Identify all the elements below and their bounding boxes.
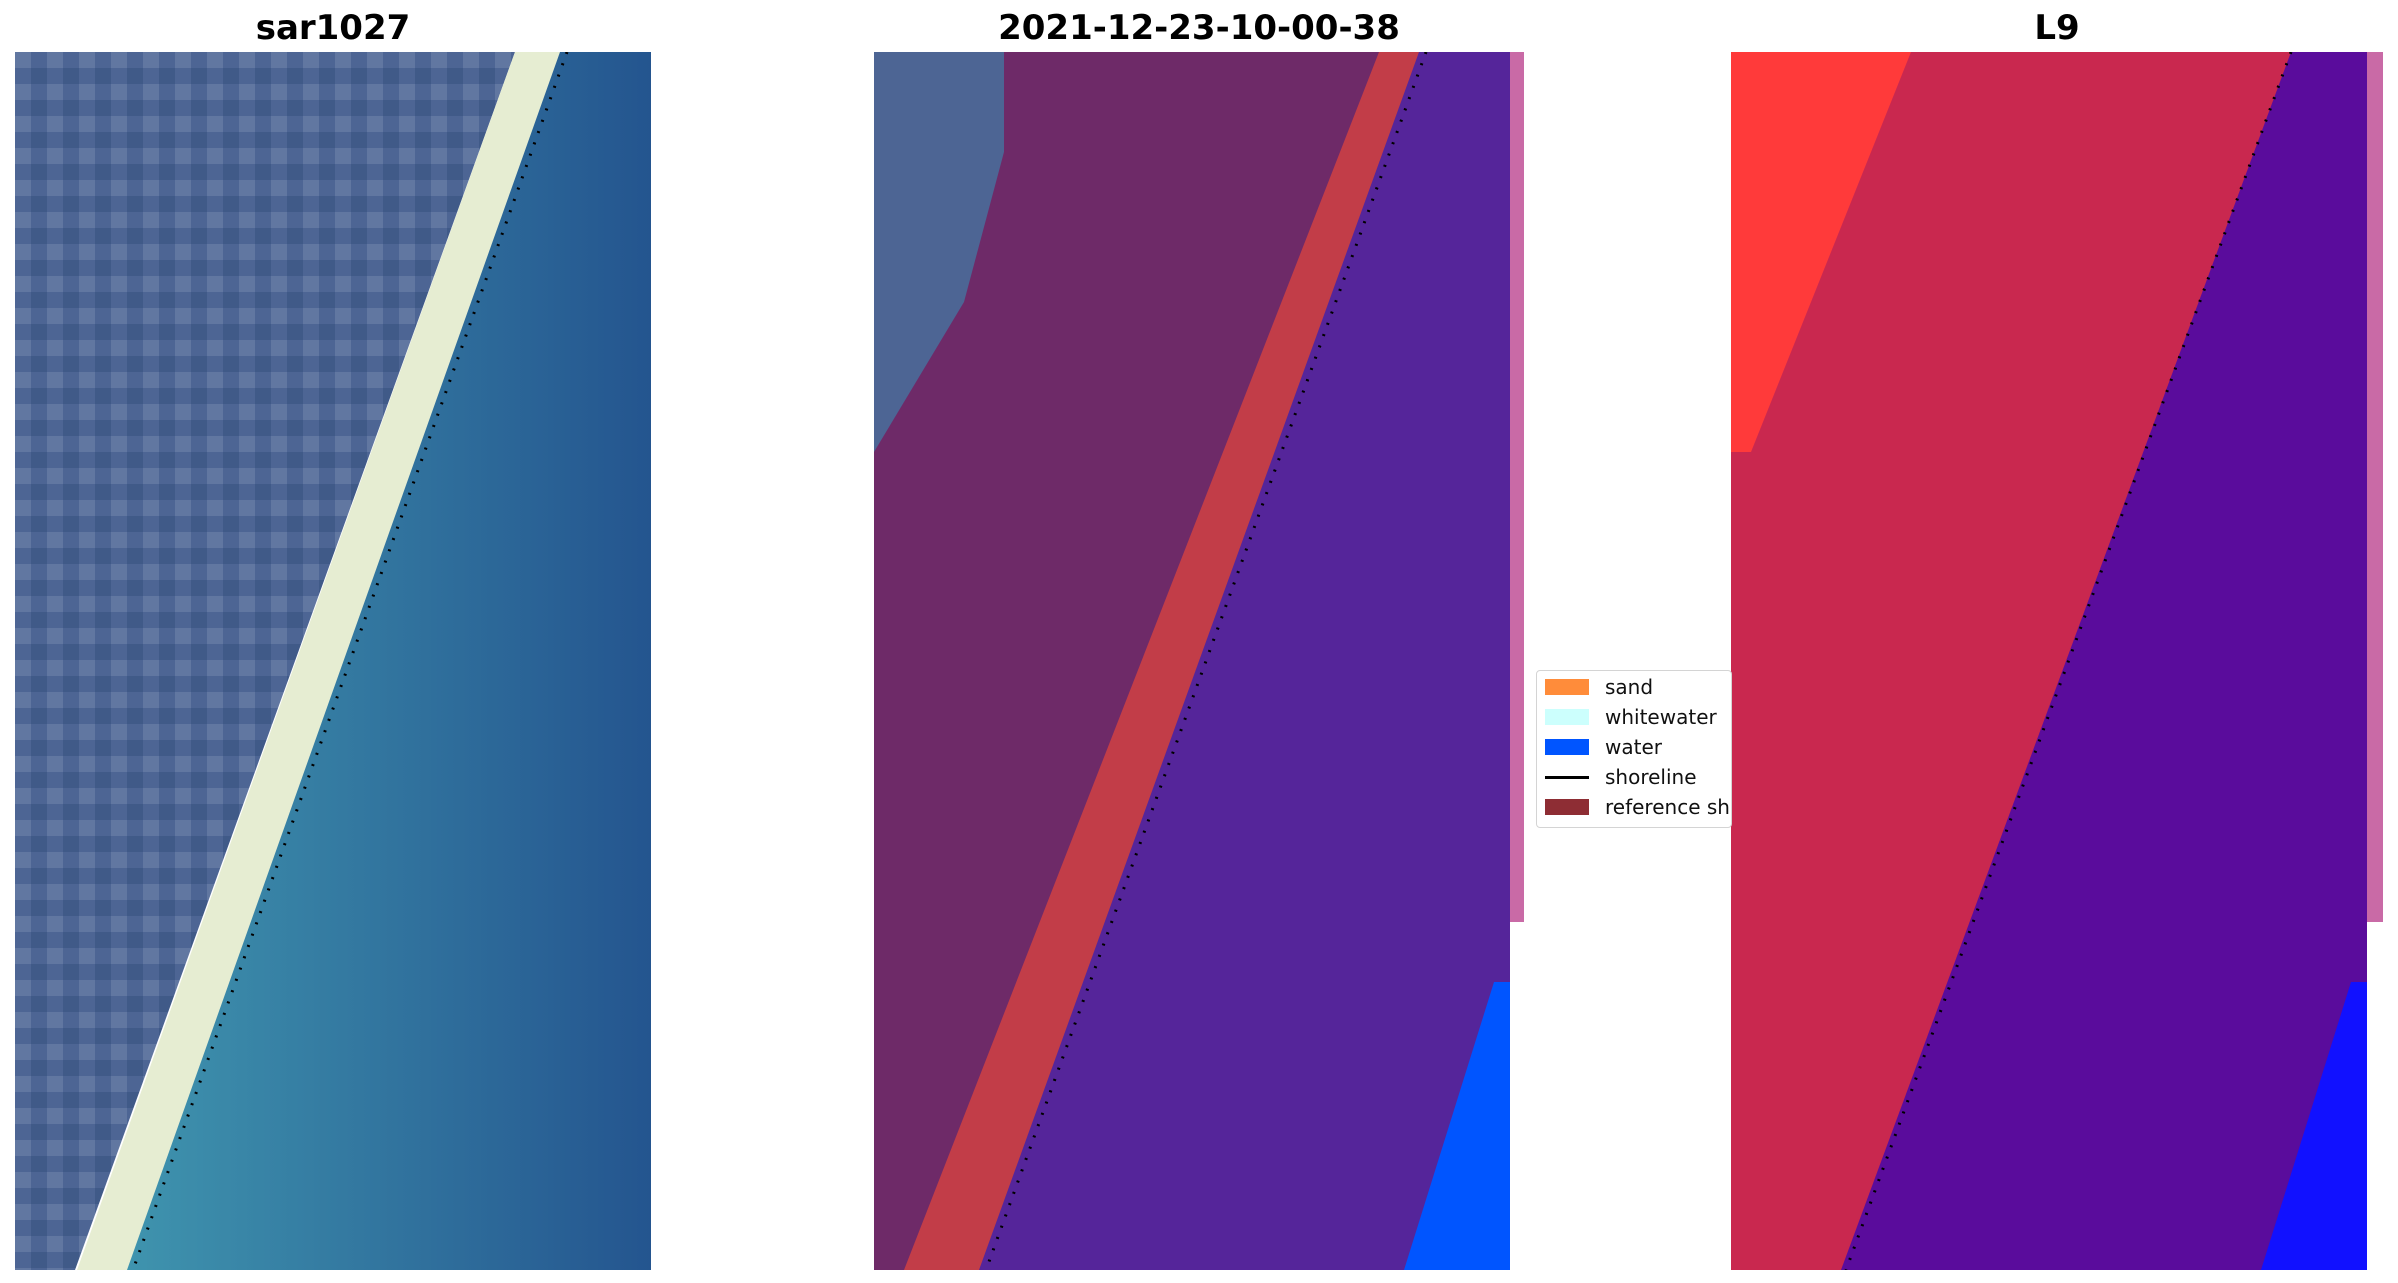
classified-image-panel	[874, 52, 1524, 1270]
legend-label: reference sh	[1605, 795, 1730, 819]
whitewater-swatch	[1545, 709, 1589, 725]
edge-strip	[1510, 52, 1524, 922]
sand-swatch	[1545, 679, 1589, 695]
water-index-blue	[2261, 982, 2367, 1270]
panel-title-classified: 2021-12-23-10-00-38	[998, 8, 1400, 48]
index-image	[1731, 52, 2383, 1270]
legend-item-shoreline: shoreline	[1537, 763, 1697, 791]
water-swatch	[1545, 739, 1589, 755]
legend-item-sand: sand	[1537, 673, 1653, 701]
water-index	[1841, 52, 2367, 1270]
legend-label: water	[1605, 735, 1662, 759]
legend-item-water: water	[1537, 733, 1662, 761]
classified-image	[874, 52, 1524, 1270]
bright-land-index	[1731, 52, 1911, 452]
legend: sand whitewater water shoreline referenc…	[1536, 670, 1732, 828]
reference-shoreline-swatch	[1545, 799, 1589, 815]
shoreline-line-icon	[1545, 775, 1589, 779]
water-class	[979, 52, 1510, 1270]
edge-strip	[2367, 52, 2383, 922]
water-blue	[1404, 982, 1510, 1270]
panel-title-index: L9	[2034, 8, 2080, 48]
legend-item-whitewater: whitewater	[1537, 703, 1717, 731]
rgb-image-panel	[15, 52, 651, 1270]
legend-label: shoreline	[1605, 765, 1697, 789]
land-area	[15, 52, 515, 1270]
index-image-panel	[1731, 52, 2383, 1270]
rgb-image	[15, 52, 651, 1270]
panel-title-rgb: sar1027	[255, 8, 411, 48]
legend-item-reference-shoreline: reference sh	[1537, 793, 1730, 821]
legend-label: whitewater	[1605, 705, 1717, 729]
sea-area	[125, 52, 651, 1270]
legend-label: sand	[1605, 675, 1654, 699]
beach-strip	[77, 52, 560, 1270]
sand-class	[904, 52, 1434, 1270]
shoreline-dots	[1844, 52, 2293, 1270]
